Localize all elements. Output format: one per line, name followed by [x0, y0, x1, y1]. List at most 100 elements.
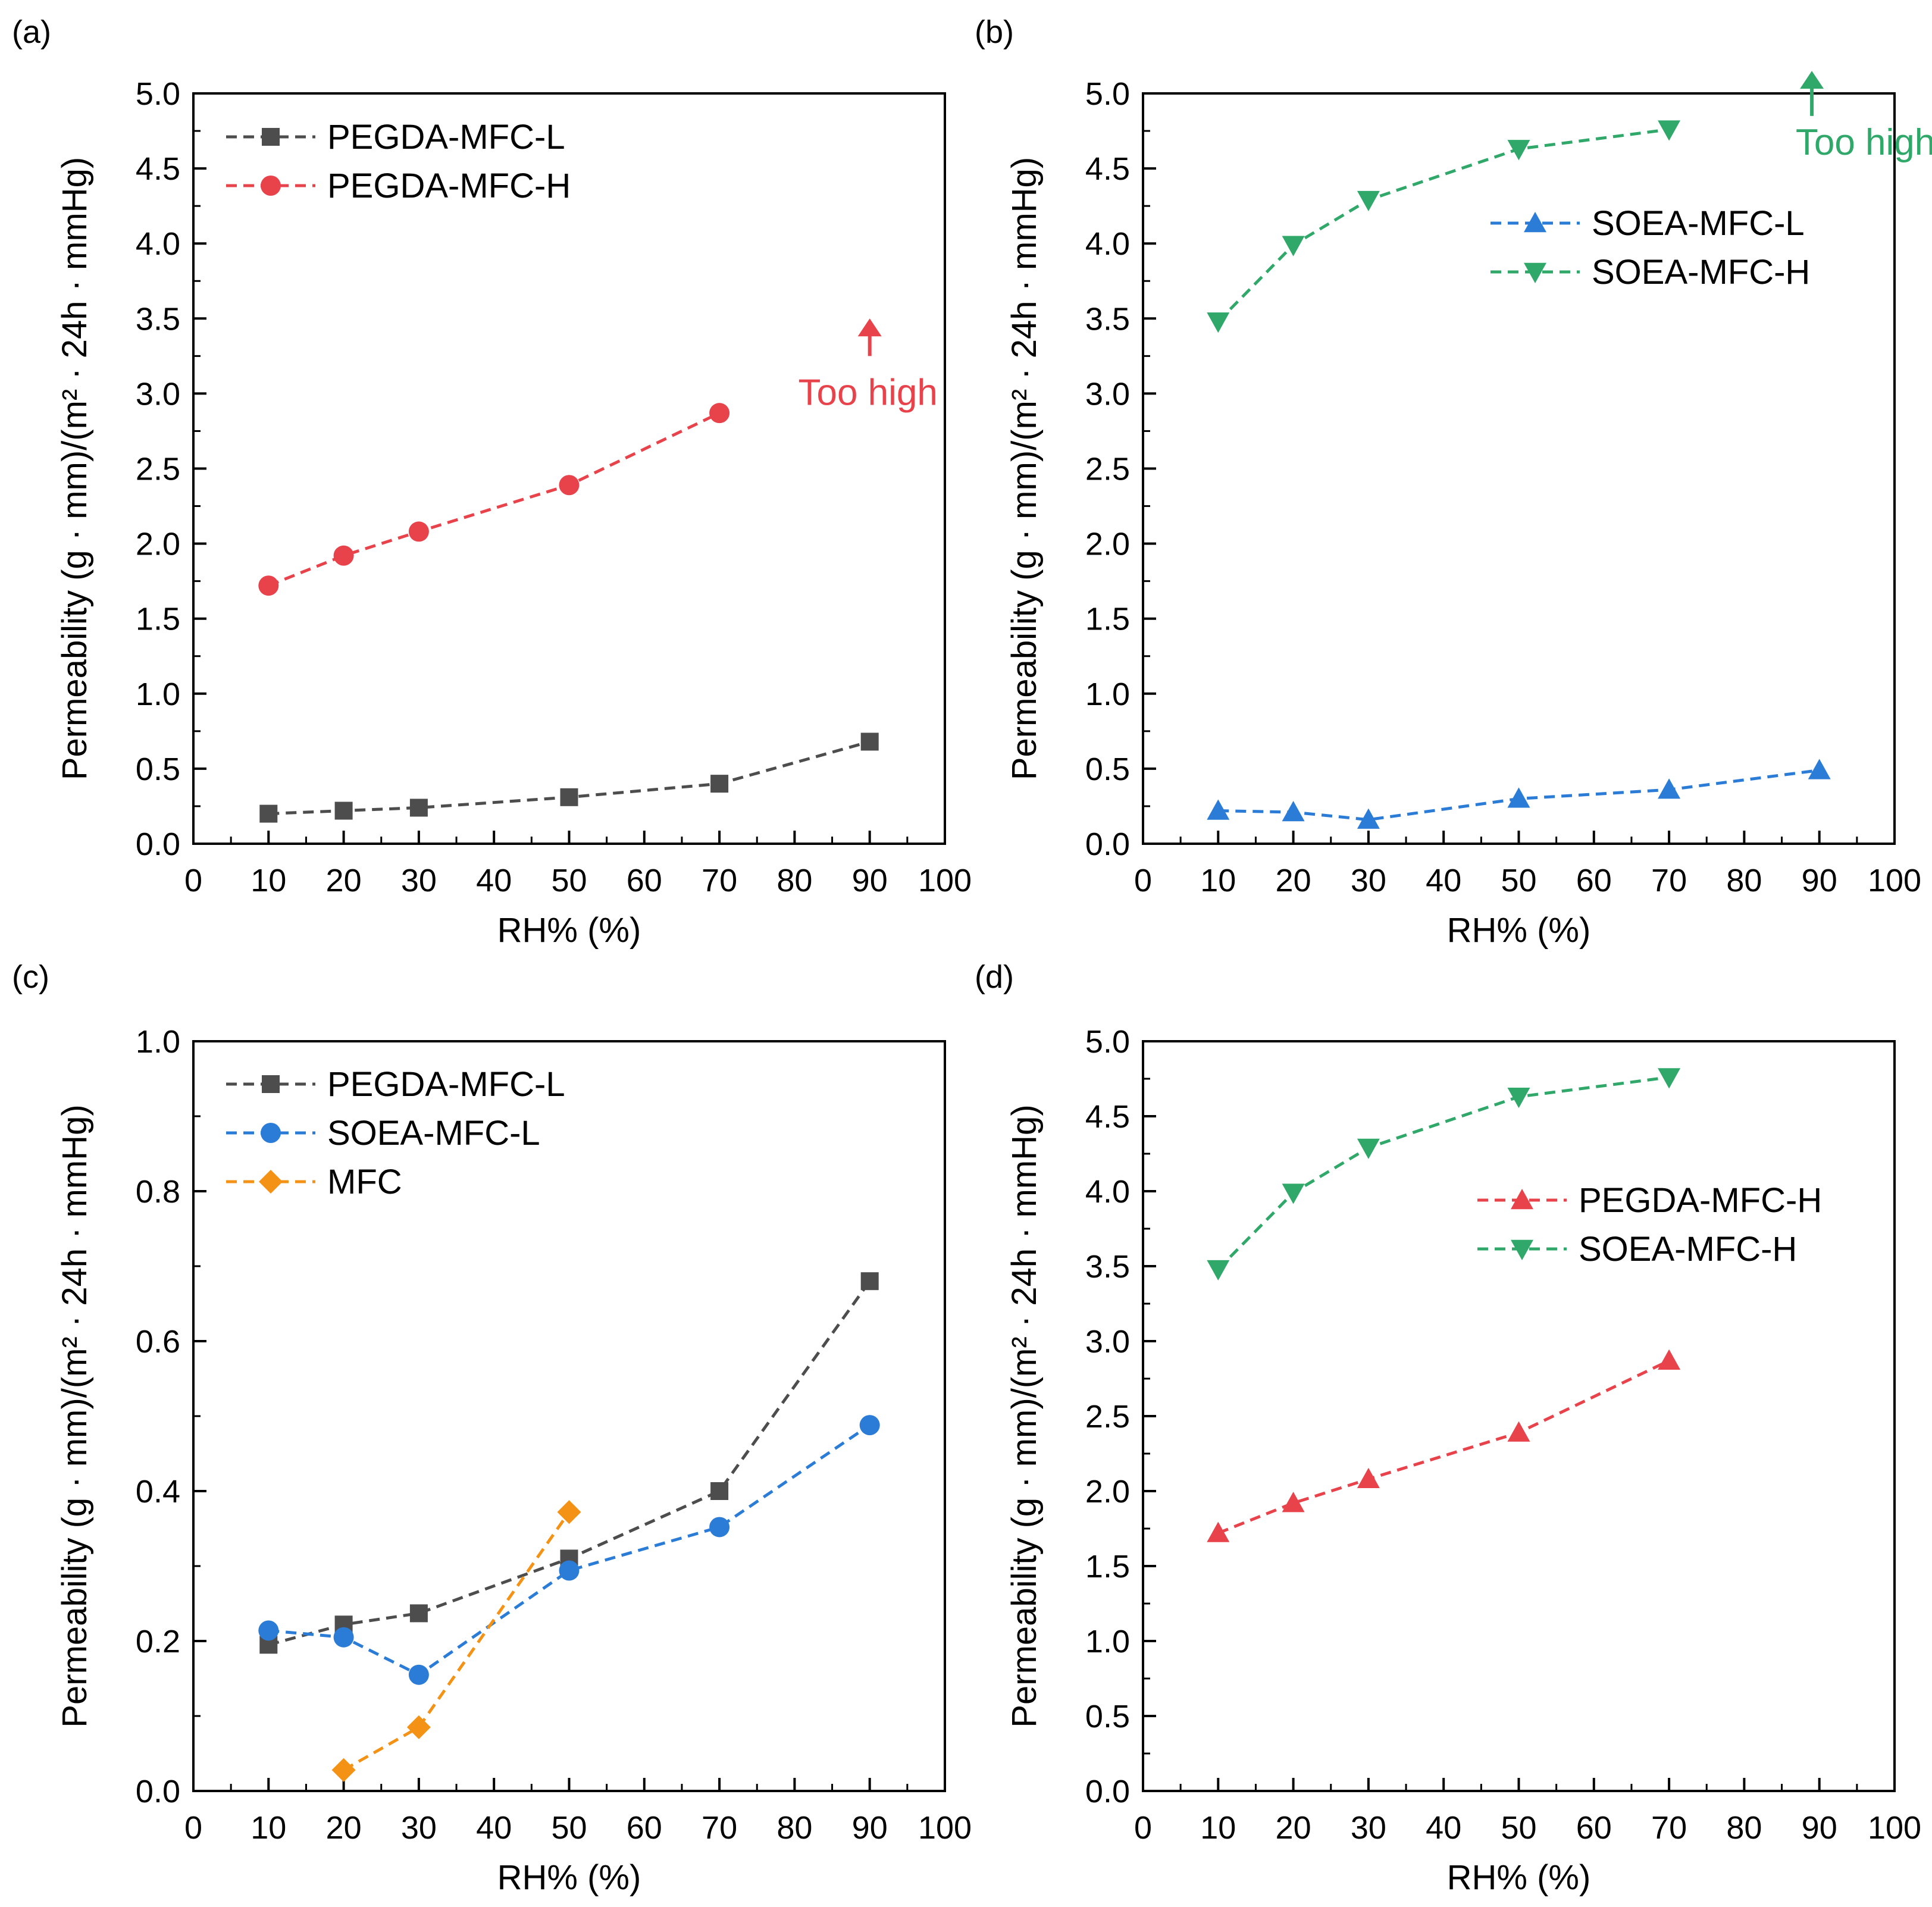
chart-panel-1: (b) 0 10 20 30 40 50 60 70 80 90 100 0.0 0.5 1.0 1.5 2.0… [975, 14, 1932, 950]
y-axis-title: Permeability (g · mm)/(m² · 24h · mmHg) [1005, 1104, 1044, 1727]
y-tick-label: 0.5 [1085, 1699, 1130, 1734]
data-point [1207, 312, 1230, 333]
x-tick-label: 50 [551, 1810, 587, 1846]
x-tick-label: 50 [1501, 863, 1536, 898]
x-tick-label: 20 [326, 863, 362, 898]
y-tick-label: 4.0 [1085, 226, 1130, 262]
data-point [333, 1627, 354, 1648]
x-axis-title: RH% (%) [497, 1858, 641, 1897]
x-tick-label: 60 [1576, 863, 1612, 898]
data-point [1658, 1068, 1681, 1089]
data-point [409, 1604, 428, 1623]
x-tick-label: 0 [1134, 1810, 1152, 1846]
chart-panel-2: (c) 0 10 20 30 40 50 60 70 80 90 100 0.0 0.2 0.4 0.6 0.8… [12, 959, 972, 1897]
x-tick-label: 10 [250, 863, 286, 898]
arrow-up-icon [1800, 71, 1824, 89]
data-point [1507, 787, 1530, 808]
too-high-label: Too high [1796, 122, 1932, 163]
y-tick-label: 1.5 [1085, 602, 1130, 637]
chart-panel-0: (a) 0 10 20 30 40 50 60 70 80 90 100 0.0 0.5 1.0 1.5 2.0… [12, 14, 972, 950]
legend: PEGDA-MFC-L SOEA-MFC-L MFC [226, 1065, 565, 1201]
series-SOEA-MFC-H [1207, 1068, 1681, 1281]
y-tick-label: 4.5 [136, 151, 180, 187]
y-tick-label: 5.0 [136, 76, 180, 112]
data-point [1207, 1260, 1230, 1281]
data-point [860, 732, 879, 751]
data-point [1507, 140, 1530, 161]
data-point [334, 801, 353, 820]
x-tick-label: 90 [1802, 1810, 1837, 1846]
data-point [1207, 799, 1230, 820]
data-point [1282, 1492, 1305, 1513]
y-tick-label: 1.5 [136, 602, 180, 637]
legend-marker [1511, 1189, 1533, 1210]
data-point [860, 1272, 879, 1291]
series-PEGDA-MFC-L [259, 1272, 879, 1654]
y-tick-label: 1.0 [1085, 1624, 1130, 1659]
y-tick-label: 0.4 [136, 1474, 180, 1510]
data-point [1507, 1421, 1530, 1442]
data-point [259, 804, 278, 823]
series-MFC [331, 1500, 581, 1782]
y-tick-label: 0.2 [136, 1624, 180, 1659]
data-point [1658, 1349, 1681, 1370]
y-tick-label: 4.5 [1085, 151, 1130, 187]
legend-marker [1524, 262, 1546, 283]
y-tick-label: 1.5 [1085, 1549, 1130, 1585]
y-tick-label: 3.5 [1085, 301, 1130, 337]
y-tick-label: 4.0 [136, 226, 180, 262]
x-tick-label: 20 [326, 1810, 362, 1846]
y-tick-label: 5.0 [1085, 76, 1130, 112]
data-point [333, 545, 354, 566]
data-point [258, 575, 279, 596]
data-point [710, 775, 729, 793]
too-high-label: Too high [798, 372, 937, 413]
y-axis-title: Permeability (g · mm)/(m² · 24h · mmHg) [1005, 157, 1044, 780]
y-tick-label: 0.5 [1085, 751, 1130, 787]
legend-label: SOEA-MFC-H [1592, 253, 1810, 292]
x-tick-label: 80 [1726, 863, 1762, 898]
x-tick-label: 80 [1726, 1810, 1762, 1846]
series-SOEA-MFC-H [1207, 120, 1681, 333]
series-SOEA-MFC-L [1207, 759, 1831, 829]
y-tick-label: 2.0 [136, 527, 180, 562]
series-line [268, 740, 871, 816]
x-tick-label: 40 [1426, 863, 1461, 898]
x-tick-label: 60 [1576, 1810, 1612, 1846]
y-tick-label: 2.0 [1085, 527, 1130, 562]
x-tick-label: 40 [476, 863, 512, 898]
x-tick-label: 60 [627, 1810, 662, 1846]
legend-label: PEGDA-MFC-L [327, 1065, 565, 1104]
x-tick-label: 60 [627, 863, 662, 898]
x-tick-label: 20 [1276, 1810, 1311, 1846]
data-point [258, 1620, 279, 1641]
data-point [559, 475, 580, 496]
data-point [1357, 190, 1380, 212]
legend-marker [259, 1170, 283, 1194]
y-tick-label: 0.8 [136, 1174, 180, 1210]
y-tick-label: 0.0 [136, 826, 180, 862]
y-tick-label: 1.0 [1085, 677, 1130, 712]
x-tick-label: 70 [1651, 863, 1687, 898]
x-tick-label: 90 [1802, 863, 1837, 898]
x-tick-label: 20 [1276, 863, 1311, 898]
series-line [343, 1511, 571, 1771]
x-tick-label: 100 [918, 1810, 972, 1846]
y-tick-label: 2.5 [1085, 452, 1130, 487]
legend-label: PEGDA-MFC-H [327, 167, 571, 205]
series-PEGDA-MFC-L [259, 732, 879, 823]
y-tick-label: 3.0 [1085, 376, 1130, 412]
legend-label: PEGDA-MFC-L [327, 118, 565, 156]
data-point [1207, 1521, 1230, 1542]
y-tick-label: 3.5 [136, 301, 180, 337]
data-point [1282, 1183, 1305, 1204]
x-tick-label: 100 [1868, 863, 1921, 898]
x-tick-label: 30 [401, 863, 437, 898]
legend-label: MFC [327, 1163, 402, 1201]
data-point [1357, 1467, 1380, 1489]
y-tick-label: 0.5 [136, 751, 180, 787]
data-point [709, 403, 730, 424]
series-line [268, 1280, 871, 1646]
y-tick-label: 0.0 [1085, 826, 1130, 862]
